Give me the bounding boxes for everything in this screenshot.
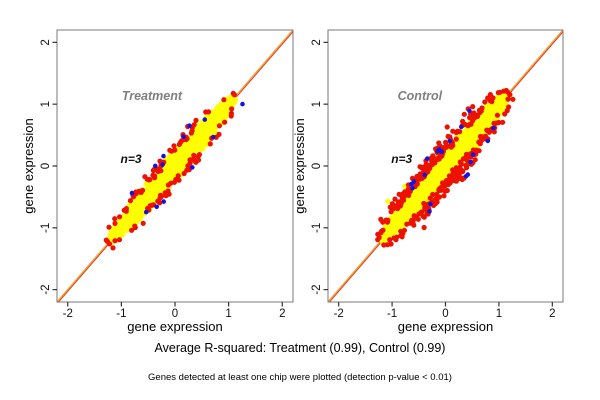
treatment-n-label: n=3	[121, 152, 142, 166]
x-tick-label: 2	[279, 308, 285, 320]
x-tick-label: 0	[442, 308, 448, 320]
x-tick-label: 0	[172, 308, 178, 320]
y-tick-label: 0	[40, 163, 52, 169]
control-panel: -2 -1 0 1 2 -2 -1 0 1 2 gene expression gene expres…	[292, 29, 564, 334]
y-tick-label: 2	[311, 39, 323, 45]
treatment-ylabel: gene expression	[21, 118, 36, 213]
caption-r-squared: Average R-squared: Treatment (0.99), Con…	[154, 341, 446, 355]
y-tick-label: -1	[311, 223, 323, 233]
y-tick-label: -2	[311, 285, 323, 295]
y-tick-label: 1	[311, 101, 323, 107]
x-tick-label: -2	[63, 308, 73, 320]
y-tick-label: -2	[40, 285, 52, 295]
control-n-label: n=3	[391, 152, 412, 166]
y-tick-label: 1	[40, 101, 52, 107]
control-ylabel: gene expression	[292, 118, 307, 213]
control-dense-cloud	[379, 92, 510, 243]
treatment-title: Treatment	[122, 89, 183, 103]
y-tick-label: -1	[40, 223, 52, 233]
x-tick-label: -1	[116, 308, 126, 320]
x-tick-label: -1	[387, 308, 397, 320]
y-tick-label: 2	[40, 39, 52, 45]
treatment-dense-cloud	[107, 95, 237, 244]
x-tick-label: 1	[225, 308, 231, 320]
control-title: Control	[398, 89, 443, 103]
y-tick-label: 0	[311, 163, 323, 169]
x-tick-label: 1	[496, 308, 502, 320]
treatment-xlabel: gene expression	[127, 319, 222, 334]
control-plot-area	[328, 30, 563, 302]
control-xlabel: gene expression	[398, 319, 493, 334]
x-tick-label: 2	[549, 308, 555, 320]
treatment-plot-area	[57, 30, 293, 302]
caption-footnote: Genes detected at least one chip were pl…	[148, 372, 452, 383]
treatment-panel: -2 -1 0 1 2 -2 -1 0 1 2 gene expression gene expres…	[21, 29, 294, 334]
x-tick-label: -2	[334, 308, 344, 320]
